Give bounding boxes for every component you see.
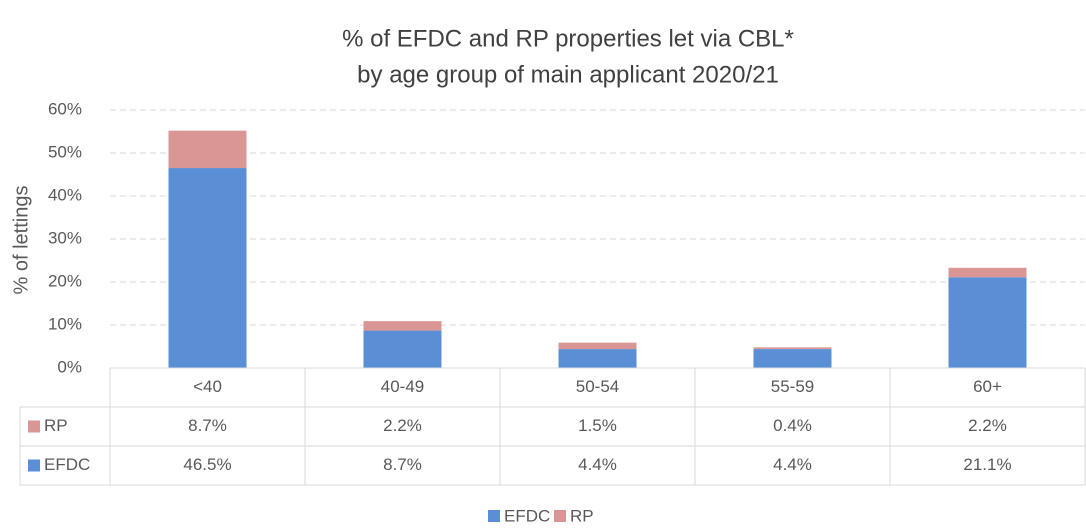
y-tick-label: 60% [48,99,82,118]
y-axis-label: % of lettings [10,186,32,295]
table-value: 8.7% [188,416,227,435]
table-value: 4.4% [578,455,617,474]
x-tick-label: <40 [193,377,222,396]
table-value: 4.4% [773,455,812,474]
bar-segment [948,277,1027,368]
table-value: 2.2% [383,416,422,435]
chart-title: % of EFDC and RP properties let via CBL* [342,25,794,52]
y-tick-label: 30% [48,228,82,247]
bar-segment [558,342,637,350]
legend-swatch [488,510,500,522]
table-value: 21.1% [963,455,1011,474]
x-tick-label: 40-49 [381,377,424,396]
table-value: 46.5% [183,455,231,474]
bar-segment [753,347,832,350]
y-tick-label: 20% [48,271,82,290]
chart-title: by age group of main applicant 2020/21 [357,61,779,88]
y-tick-label: 40% [48,185,82,204]
legend-label: RP [570,506,594,525]
x-tick-label: 60+ [973,377,1002,396]
bar-segment [558,349,637,368]
table-value: 8.7% [383,455,422,474]
legend-key [28,459,40,472]
legend-swatch [554,510,566,522]
x-tick-label: 55-59 [771,377,814,396]
bar-segment [948,267,1027,278]
bar-segment [168,168,247,368]
x-tick-label: 50-54 [576,377,619,396]
table-row-label: EFDC [44,455,90,474]
table-value: 1.5% [578,416,617,435]
y-tick-label: 0% [57,357,82,376]
y-tick-label: 10% [48,314,82,333]
bar-segment [363,321,442,331]
legend-label: EFDC [504,506,550,525]
table-row-label: RP [44,416,68,435]
bar-segment [363,330,442,368]
table-value: 0.4% [773,416,812,435]
bar-segment [753,349,832,368]
table-value: 2.2% [968,416,1007,435]
legend-key [28,420,40,433]
y-tick-label: 50% [48,142,82,161]
bar-segment [168,130,247,169]
